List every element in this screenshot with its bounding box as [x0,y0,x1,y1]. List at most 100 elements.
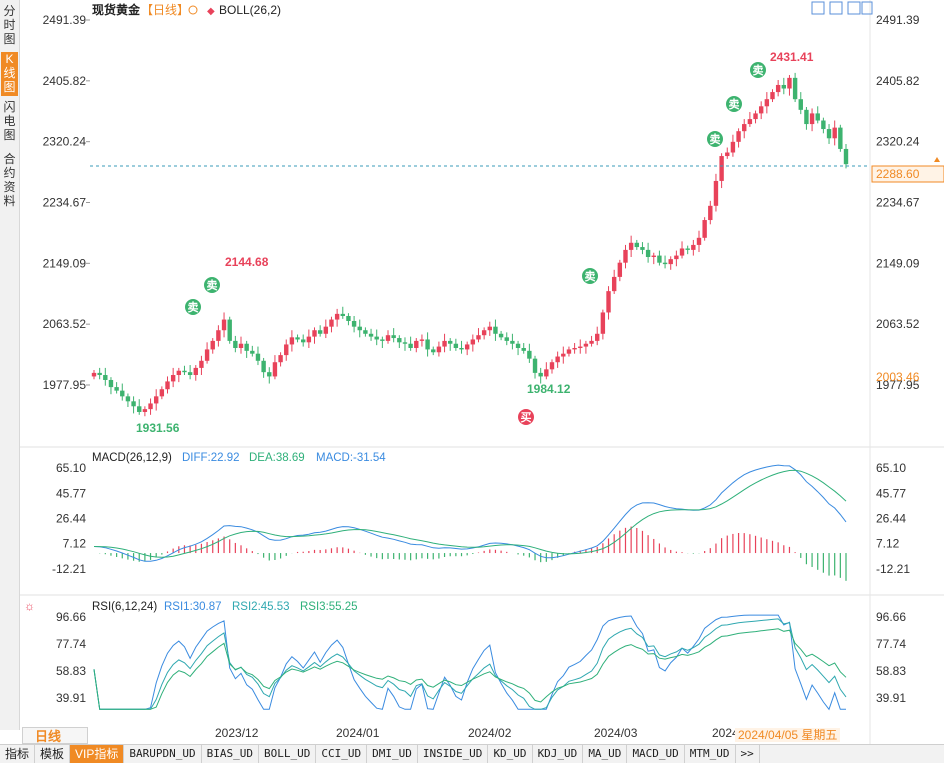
candle-body [544,369,549,377]
candle-body [747,119,753,125]
tab-template[interactable]: 模板 [35,745,71,763]
date-tick: 2024/03 [594,726,638,740]
date-tick: 2024/02 [468,726,512,740]
rsi-tick-right: 96.66 [876,610,906,624]
tab-kline-chart[interactable]: K线图 [1,52,18,96]
date-cursor-label: 2024/04/05 星期五 [735,728,841,742]
rsi-settings-icon[interactable]: ☼ [24,599,35,613]
candle-body [148,403,153,410]
rsi-tick-left: 77.74 [56,637,86,651]
tab-time-chart[interactable]: 分时图 [3,4,16,46]
candle-body [199,360,204,368]
price-tick-left: 2491.39 [43,13,87,27]
candle-body [730,141,736,153]
candle-body [414,340,419,348]
candle-body [758,106,764,114]
candle-body [815,113,820,121]
tab-contract-info[interactable]: 合约资料 [3,152,16,208]
candle-body [385,335,391,341]
candle-body [662,262,668,265]
sell-signal-text: 卖 [188,300,199,314]
candle-body [719,156,724,181]
tab-ma[interactable]: MA_UD [583,745,628,763]
crosshair-icon[interactable] [811,1,825,15]
overlay-indicator-label: BOLL(26,2) [219,3,281,17]
candle-body [182,370,187,373]
candle-body [306,336,312,343]
candle-body [351,320,357,327]
indicator-dropdown-icon[interactable]: ◆ [207,6,215,17]
tab-flash-chart[interactable]: 闪电图 [3,100,16,142]
zoom-out-icon[interactable] [861,1,873,15]
candle-body [193,367,198,376]
tab-mtm[interactable]: MTM_UD [685,745,736,763]
candle-body [419,339,425,341]
sell-signal [185,299,201,315]
candle-body [493,326,498,334]
candle-body [566,349,572,354]
settings-icon[interactable] [188,5,198,15]
macd-tick-left: 45.77 [56,486,86,500]
tab-cci[interactable]: CCI_UD [316,745,368,763]
candle-body [374,336,379,340]
candle-body [233,340,238,348]
candle-body [702,220,707,238]
candle-body [736,131,741,142]
tab-macd[interactable]: MACD_UD [627,745,685,763]
candle-body [764,99,770,107]
candle-body [289,337,295,345]
tab-bias[interactable]: BIAS_UD [202,745,259,763]
price-axis-right: 2491.39 2405.82 2320.24 2234.67 2149.09 2063.… [876,13,920,392]
candle-body [578,346,583,348]
candle-body [600,312,606,334]
price-tick-right: 2234.67 [876,196,920,210]
tab-more[interactable]: >> [736,745,760,763]
period-button[interactable]: 日线 [22,727,88,744]
candle-body [725,152,730,157]
candle-body [561,353,566,357]
candle-body [329,319,334,327]
tab-kd[interactable]: KD_UD [488,745,533,763]
buy-signal [518,409,534,425]
macd-axis: 65.10 65.10 45.77 45.77 26.44 26.44 7.12 7.12 -1… [52,461,910,576]
candle-body [334,313,340,320]
macd-tick-left: 26.44 [56,512,86,526]
candle-body [250,350,255,354]
zoom-in-icon[interactable] [847,1,861,15]
high-annotation-2: 2431.41 [770,50,814,64]
tab-kdj[interactable]: KDJ_UD [533,745,584,763]
period-tag: 【日线】 [141,3,189,17]
candle-body [691,244,696,250]
candle-body [787,77,792,89]
low-annotation-2: 1984.12 [527,382,571,396]
candle-body [204,349,210,361]
candle-body [272,362,278,377]
candle-body [481,330,487,336]
tab-boll[interactable]: BOLL_UD [259,745,317,763]
candle-body [159,389,165,397]
rsi1-value: RSI1:30.87 [164,601,222,613]
tab-indicator[interactable]: 指标 [0,745,36,763]
rsi-tick-right: 77.74 [876,637,906,651]
candle-body [685,248,690,250]
rsi3-value: RSI3:55.25 [300,601,358,613]
tab-barupdn[interactable]: BARUPDN_UD [124,745,202,763]
price-tick-right: 2063.52 [876,317,920,331]
candle-body [770,92,775,100]
rsi2-value: RSI2:45.53 [232,601,290,613]
candle-body [346,316,351,321]
candle-body [255,353,261,361]
rsi-tick-left: 39.91 [56,691,86,705]
tab-dmi[interactable]: DMI_UD [367,745,418,763]
candle-body [470,339,476,345]
tab-vip-indicator[interactable]: VIP指标 [70,745,125,763]
price-tick-left: 2320.24 [43,135,87,149]
rsi-axis: 96.66 96.66 77.74 77.74 58.83 58.83 39.91 39.91 [56,610,906,705]
macd-dea-value: DEA:38.69 [249,452,305,464]
macd-tick-right: 45.77 [876,486,906,500]
fullscreen-icon[interactable] [829,1,843,15]
tab-inside[interactable]: INSIDE_UD [418,745,489,763]
rsi1-line [93,614,846,711]
kline-chart[interactable]: 现货黄金 【日线】 ◆ BOLL(26,2) 2491.39 2405.82 232… [0,0,944,744]
